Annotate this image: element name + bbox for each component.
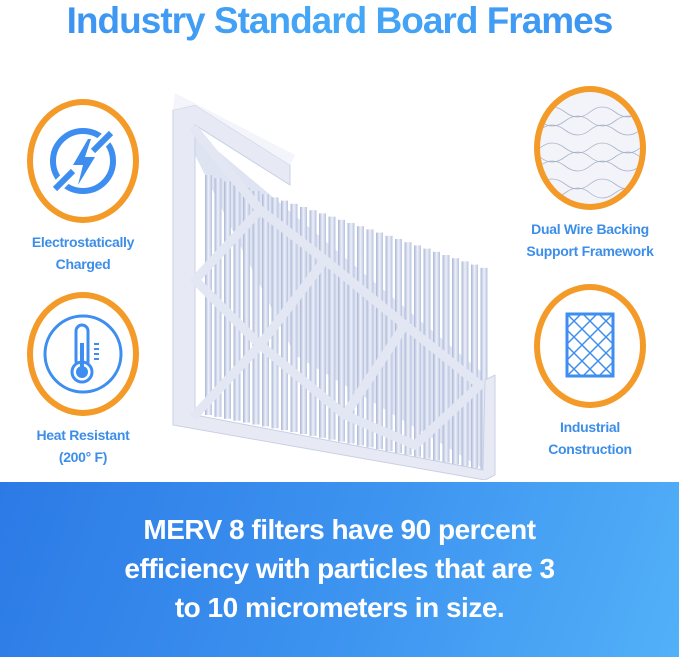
filter-pleat: [309, 210, 317, 436]
filter-pleat: [423, 248, 431, 459]
filter-pleat: [252, 191, 260, 425]
filter-pleat: [328, 216, 336, 440]
filter-pleat: [300, 207, 307, 434]
banner-line: efficiency with particles that are 3: [124, 553, 555, 584]
filter-pleat: [271, 197, 279, 429]
air-filter-illustration: [172, 93, 496, 480]
filter-pleat: [414, 245, 421, 457]
filter-pleat: [461, 261, 469, 467]
feature-label: Support Framework: [526, 243, 654, 259]
filter-pleat: [433, 251, 440, 461]
feature-label: Charged: [55, 256, 111, 272]
filter-pleat: [262, 194, 269, 427]
diamond-grid-icon: [534, 284, 646, 408]
info-banner: MERV 8 filters have 90 percent efficienc…: [0, 482, 679, 657]
thermometer-icon: [27, 292, 139, 416]
feature-label: (200° F): [58, 449, 108, 465]
filter-pleat: [357, 226, 364, 446]
feature-electrostatic: Electrostatically Charged: [0, 99, 168, 275]
feature-wire: Dual Wire Backing Support Framework: [505, 86, 675, 262]
filter-pleat: [233, 184, 241, 421]
filter-pleat: [319, 213, 326, 438]
feature-label: Electrostatically: [31, 234, 135, 250]
feature-industrial: Industrial Construction: [505, 284, 675, 460]
filter-pleat: [404, 242, 412, 455]
filter-pleat: [366, 229, 374, 448]
filter-pleat: [224, 181, 231, 419]
banner-line: to 10 micrometers in size.: [174, 592, 505, 623]
filter-pleat: [471, 264, 478, 469]
filter-pleat: [347, 223, 355, 444]
filter-pleat: [243, 187, 250, 423]
page-title: Industry Standard Board Frames: [0, 0, 679, 42]
no-lightning-icon: [27, 99, 139, 223]
feature-label: Dual Wire Backing: [531, 221, 649, 237]
feature-label: Heat Resistant: [36, 427, 130, 443]
filter-pleat: [338, 219, 345, 442]
wire-mesh-photo: [534, 86, 646, 210]
feature-heat: Heat Resistant (200° F): [0, 292, 168, 468]
filter-pleat: [290, 203, 298, 433]
feature-label: Construction: [548, 441, 632, 457]
filter-pleat: [480, 267, 488, 471]
feature-label: Industrial: [559, 419, 620, 435]
filter-pleat: [395, 239, 402, 453]
filter-pleat: [376, 232, 383, 450]
banner-line: MERV 8 filters have 90 percent: [143, 514, 536, 545]
